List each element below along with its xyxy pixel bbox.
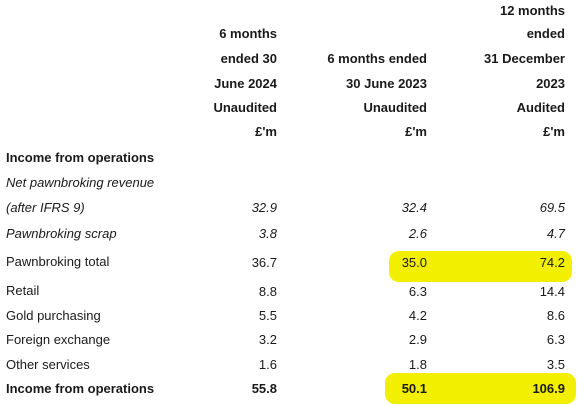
header-line: ended 30 bbox=[220, 51, 277, 66]
table-cell: 36.7 bbox=[251, 255, 277, 270]
header-line: 12 months bbox=[499, 3, 565, 18]
table-cell: 8.6 bbox=[546, 308, 565, 323]
table-cell: 8.8 bbox=[258, 284, 277, 299]
table-cell: 3.5 bbox=[546, 357, 565, 372]
table-cell: 2.9 bbox=[408, 332, 427, 347]
section-heading: Income from operations bbox=[6, 150, 155, 165]
table-cell: 4.2 bbox=[408, 308, 427, 323]
row-label: Pawnbroking scrap bbox=[6, 226, 117, 241]
table-cell: 5.5 bbox=[258, 308, 277, 323]
highlight-income-total bbox=[385, 373, 576, 404]
header-line: £'m bbox=[255, 124, 277, 139]
table-cell: 35.0 bbox=[401, 255, 427, 270]
header-line: 2023 bbox=[536, 76, 565, 91]
table-cell: 74.2 bbox=[539, 255, 565, 270]
row-label: Retail bbox=[6, 283, 40, 298]
table-cell: 6.3 bbox=[546, 332, 565, 347]
table-cell: 4.7 bbox=[546, 226, 565, 241]
header-line: £'m bbox=[405, 124, 427, 139]
table-cell: 6.3 bbox=[408, 284, 427, 299]
table-cell: 32.9 bbox=[251, 200, 277, 215]
row-label: Gold purchasing bbox=[6, 308, 101, 323]
header-line: 31 December bbox=[484, 51, 565, 66]
table-cell: 1.6 bbox=[258, 357, 277, 372]
table-cell: 3.8 bbox=[258, 226, 277, 241]
header-line: 6 months bbox=[219, 26, 277, 41]
row-label: Foreign exchange bbox=[6, 332, 111, 347]
header-line: 30 June 2023 bbox=[346, 76, 427, 91]
table-cell: 14.4 bbox=[539, 284, 565, 299]
header-line: ended bbox=[526, 26, 565, 41]
row-label: (after IFRS 9) bbox=[6, 200, 85, 215]
row-label: Net pawnbroking revenue bbox=[6, 175, 155, 190]
header-line: Unaudited bbox=[363, 100, 427, 115]
table-cell: 1.8 bbox=[408, 357, 427, 372]
header-line: Unaudited bbox=[213, 100, 277, 115]
header-line: June 2024 bbox=[214, 76, 277, 91]
table-cell: 3.2 bbox=[258, 332, 277, 347]
table-cell: 2.6 bbox=[408, 226, 427, 241]
table-cell: 69.5 bbox=[539, 200, 565, 215]
row-label: Pawnbroking total bbox=[6, 254, 110, 269]
table-cell: 32.4 bbox=[401, 200, 427, 215]
highlight-pawnbroking-total bbox=[389, 251, 572, 282]
header-line: 6 months ended bbox=[327, 51, 427, 66]
header-line: £'m bbox=[543, 124, 565, 139]
table-cell: 50.1 bbox=[401, 381, 427, 396]
row-label: Other services bbox=[6, 357, 90, 372]
total-row-label: Income from operations bbox=[6, 381, 155, 396]
table-cell: 106.9 bbox=[532, 381, 565, 396]
header-line: Audited bbox=[516, 100, 565, 115]
table-cell: 55.8 bbox=[251, 381, 277, 396]
